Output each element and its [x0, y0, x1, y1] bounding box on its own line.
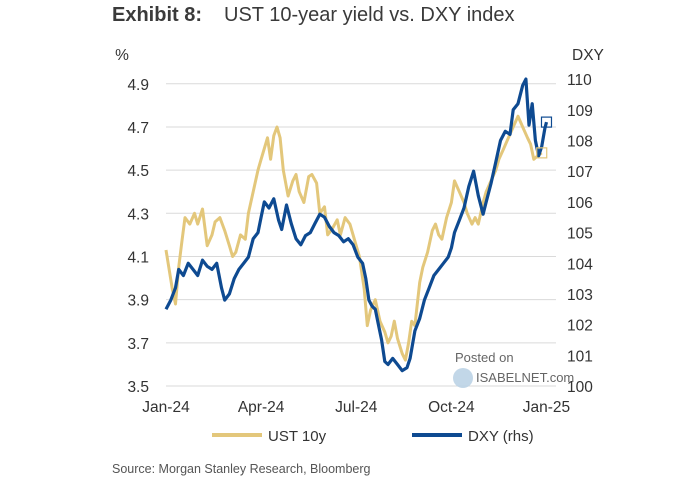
watermark-line2: ISABELNET.com: [476, 370, 574, 385]
right-axis-unit: DXY: [572, 47, 604, 64]
x-tick-label: Jul-24: [335, 399, 378, 416]
series-line-dxy: [164, 77, 549, 373]
right-tick-label: 110: [567, 72, 592, 89]
gridlines: [166, 83, 556, 387]
right-tick-label: 100: [567, 379, 593, 396]
right-axis: 100 101 102 103 104 105 106 107 108 109 110: [567, 72, 593, 396]
end-marker-ust: [536, 147, 548, 159]
left-tick-label: 4.7: [127, 120, 149, 137]
x-tick-label: Apr-24: [238, 399, 285, 416]
series-lines: [164, 77, 553, 373]
right-tick-label: 104: [567, 256, 593, 273]
chart-title: Exhibit 8: UST 10-year yield vs. DXY inde…: [112, 4, 515, 27]
legend-label-dxy: DXY (rhs): [468, 428, 534, 445]
left-tick-label: 4.3: [127, 206, 149, 223]
left-tick-label: 3.7: [127, 336, 149, 353]
right-tick-label: 106: [567, 195, 593, 212]
title-text: UST 10-year yield vs. DXY index: [224, 4, 515, 26]
right-tick-label: 101: [567, 348, 593, 365]
right-tick-label: 102: [567, 318, 593, 335]
legend: UST 10y DXY (rhs): [212, 428, 534, 445]
x-tick-label: Jan-24: [142, 399, 190, 416]
right-tick-label: 109: [567, 103, 593, 120]
source-note: Source: Morgan Stanley Research, Bloombe…: [112, 462, 371, 476]
right-tick-label: 103: [567, 287, 593, 304]
right-tick-label: 107: [567, 164, 593, 181]
x-tick-label: Jan-25: [523, 399, 570, 416]
left-tick-label: 3.9: [127, 293, 149, 310]
watermark-globe-icon: [453, 368, 473, 388]
right-tick-label: 108: [567, 134, 593, 151]
left-tick-label: 4.1: [127, 249, 149, 266]
legend-label-ust: UST 10y: [268, 428, 327, 445]
x-tick-label: Oct-24: [428, 399, 475, 416]
left-axis: 3.5 3.7 3.9 4.1 4.3 4.5 4.7 4.9: [127, 77, 149, 396]
right-tick-label: 105: [567, 226, 593, 243]
x-axis: Jan-24 Apr-24 Jul-24 Oct-24 Jan-25: [142, 399, 570, 416]
left-tick-label: 4.9: [127, 77, 149, 94]
end-marker-dxy: [540, 116, 553, 128]
left-tick-label: 4.5: [127, 163, 149, 180]
left-tick-label: 3.5: [127, 379, 149, 396]
watermark: Posted on ISABELNET.com: [453, 350, 574, 388]
left-axis-unit: %: [115, 47, 129, 64]
exhibit-label: Exhibit 8:: [112, 4, 203, 26]
watermark-line1: Posted on: [455, 350, 514, 365]
series-line-ust-10y: [164, 114, 543, 362]
